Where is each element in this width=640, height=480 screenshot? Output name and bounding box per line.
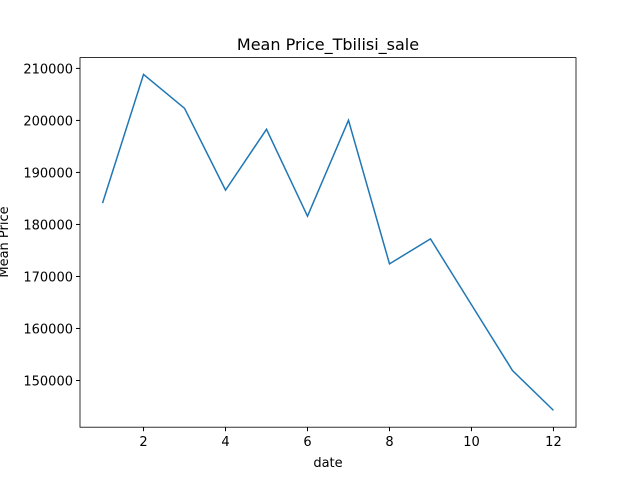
plot-frame [79, 57, 577, 428]
y-tick-label: 150000 [23, 374, 73, 389]
x-tick-label: 2 [139, 435, 147, 450]
x-axis-label: date [313, 456, 342, 471]
x-tick-label: 10 [463, 435, 480, 450]
y-tick-label: 210000 [23, 62, 73, 77]
y-tick-label: 170000 [23, 270, 73, 285]
x-tick-label: 12 [545, 435, 562, 450]
y-tick-label: 180000 [23, 218, 73, 233]
y-tick-label: 160000 [23, 322, 73, 337]
x-tick-label: 6 [303, 435, 311, 450]
y-axis-label: Mean Price [0, 206, 12, 277]
chart-title: Mean Price_Tbilisi_sale [237, 35, 419, 55]
x-tick-label: 8 [385, 435, 393, 450]
line [101, 73, 554, 411]
y-tick-label: 190000 [23, 166, 73, 181]
x-tick-label: 4 [221, 435, 229, 450]
y-tick-label: 200000 [23, 114, 73, 129]
